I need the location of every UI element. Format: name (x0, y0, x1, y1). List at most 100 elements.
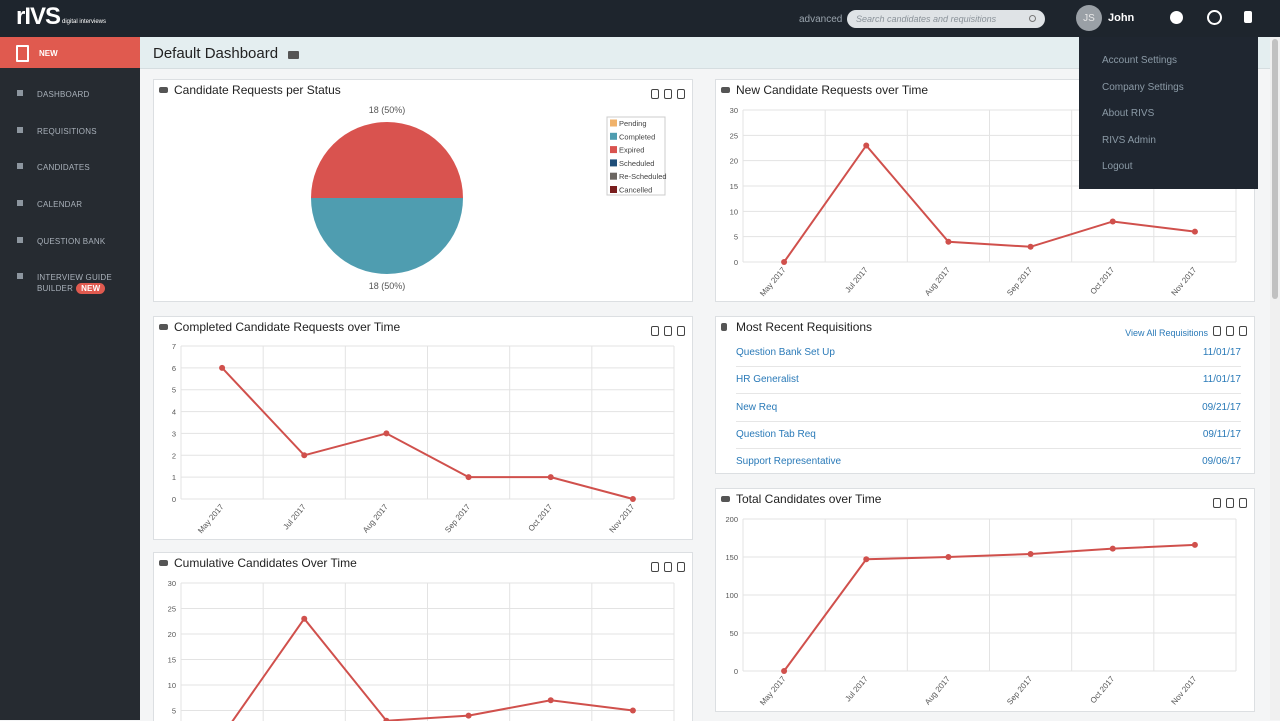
y-tick-label: 150 (725, 553, 738, 562)
point[interactable] (863, 142, 870, 149)
requisition-row[interactable]: New Req 09/21/17 (736, 394, 1241, 422)
requisition-row[interactable]: HR Generalist 11/01/17 (736, 366, 1241, 395)
point[interactable] (301, 452, 308, 459)
sidebar: NEW DASHBOARD REQUISITIONS CANDIDATES CALEN… (0, 37, 140, 720)
globe-icon[interactable] (1170, 11, 1183, 24)
x-tick-label: Aug 2017 (923, 265, 952, 297)
legend-label[interactable]: Re-Scheduled (619, 172, 667, 181)
point[interactable] (629, 707, 636, 714)
point[interactable] (781, 668, 788, 674)
requisition-name[interactable]: HR Generalist (736, 374, 799, 386)
y-tick-label: 50 (730, 629, 738, 638)
requisition-date: 09/11/17 (1202, 428, 1241, 440)
folder-icon[interactable] (288, 51, 299, 59)
point[interactable] (945, 554, 952, 560)
y-tick-label: 30 (168, 579, 176, 588)
user-name[interactable]: John (1108, 12, 1135, 24)
y-tick-label: 10 (730, 207, 738, 216)
logo[interactable]: rIVS (16, 3, 61, 30)
logo-subtitle: digital interviews (62, 19, 107, 25)
legend-label[interactable]: Completed (619, 132, 655, 141)
point[interactable] (547, 697, 554, 704)
requisition-name[interactable]: Support Representative (736, 456, 842, 468)
line (783, 143, 1196, 263)
advanced-search-link[interactable]: advanced (799, 14, 843, 25)
point[interactable] (1027, 550, 1034, 557)
legend-label[interactable]: Scheduled (619, 159, 654, 168)
y-tick-label: 15 (168, 656, 176, 665)
top-bar: rIVS digital interviews advanced Search … (0, 0, 1280, 37)
menu-item[interactable]: About RIVS (1102, 108, 1155, 120)
help-icon[interactable] (1207, 10, 1222, 25)
legend-swatch (610, 146, 617, 154)
point[interactable] (219, 364, 226, 371)
point[interactable] (1191, 228, 1198, 235)
y-tick-label: 6 (172, 364, 176, 373)
x-tick-label: May 2017 (758, 265, 788, 298)
point[interactable] (465, 474, 472, 481)
y-tick-label: 5 (172, 386, 176, 395)
requisition-row[interactable]: Question Tab Req 09/11/17 (736, 421, 1241, 449)
menu-item[interactable]: Company Settings (1102, 81, 1184, 93)
view-all-link[interactable]: View All Requisitions (1125, 328, 1208, 338)
point[interactable] (1109, 545, 1116, 552)
nav-label: CANDIDATES (37, 163, 90, 172)
widget-header: Total Candidates over Time (716, 489, 1254, 510)
search-box[interactable]: Search candidates and requisitions (847, 10, 1045, 28)
requisition-name[interactable]: Question Tab Req (736, 428, 816, 440)
x-tick-label: Jul 2017 (843, 674, 870, 703)
nav-label: CALENDAR (37, 200, 83, 209)
x-tick-label: Nov 2017 (608, 502, 637, 534)
menu-icon[interactable] (1244, 11, 1252, 23)
point[interactable] (629, 496, 636, 502)
nav-label: QUESTION BANK (37, 237, 106, 246)
requisition-date: 11/01/17 (1202, 374, 1241, 386)
requisition-name[interactable]: Question Bank Set Up (736, 347, 835, 358)
scroll-thumb[interactable] (1272, 39, 1278, 299)
nav-icon (17, 273, 23, 279)
requisition-date: 09/06/17 (1202, 456, 1241, 468)
point[interactable] (465, 712, 472, 719)
y-tick-label: 100 (725, 591, 738, 600)
avatar[interactable]: JS (1076, 5, 1102, 31)
menu-item[interactable]: RIVS Admin (1102, 134, 1156, 146)
menu-item[interactable]: Account Settings (1102, 55, 1178, 66)
requisition-name[interactable]: New Req (736, 401, 778, 413)
nav-icon (17, 237, 23, 243)
x-tick-label: May 2017 (196, 502, 226, 535)
new-button[interactable]: NEW (0, 37, 140, 68)
point[interactable] (1191, 541, 1198, 548)
point[interactable] (863, 556, 870, 563)
legend-label[interactable]: Cancelled (619, 186, 652, 195)
legend-label[interactable]: Pending (619, 119, 647, 128)
chart: 0 1 2 3 4 5 6 7 May 2017 Jul 2017 Aug 2017 Sep 2017… (172, 342, 675, 535)
point[interactable] (547, 474, 554, 481)
point[interactable] (1027, 243, 1034, 250)
chart: 18 (50%) 18 (50%) Pending Completed Expired S… (311, 105, 667, 291)
pie-slice[interactable] (311, 122, 463, 198)
point[interactable] (781, 259, 788, 265)
y-tick-label: 20 (730, 157, 738, 166)
y-tick-label: 200 (725, 515, 738, 524)
pie-slice[interactable] (311, 198, 463, 274)
requisitions-widget: Most Recent Requisitions View All Requis… (715, 316, 1255, 474)
widget-title: Candidate Requests per Status (174, 83, 341, 97)
point[interactable] (301, 615, 308, 622)
requisition-row[interactable]: Support Representative 09/06/17 (736, 448, 1241, 473)
nav-label: DASHBOARD (37, 90, 90, 99)
menu-item[interactable]: Logout (1102, 161, 1133, 173)
search-placeholder: Search candidates and requisitions (856, 14, 997, 24)
x-tick-label: Oct 2017 (527, 502, 555, 533)
requisition-row[interactable]: Question Bank Set Up 11/01/17 (736, 339, 1241, 367)
legend-label[interactable]: Expired (619, 146, 644, 155)
point[interactable] (945, 238, 952, 245)
widget-header: New Candidate Requests over Time (716, 80, 1254, 101)
widget-title: Completed Candidate Requests over Time (174, 320, 401, 334)
y-tick-label: 0 (172, 495, 176, 504)
point[interactable] (383, 430, 390, 437)
y-tick-label: 10 (168, 681, 176, 690)
point[interactable] (1109, 218, 1116, 225)
search-icon (1029, 15, 1036, 22)
data-label: 18 (50%) (369, 105, 406, 115)
